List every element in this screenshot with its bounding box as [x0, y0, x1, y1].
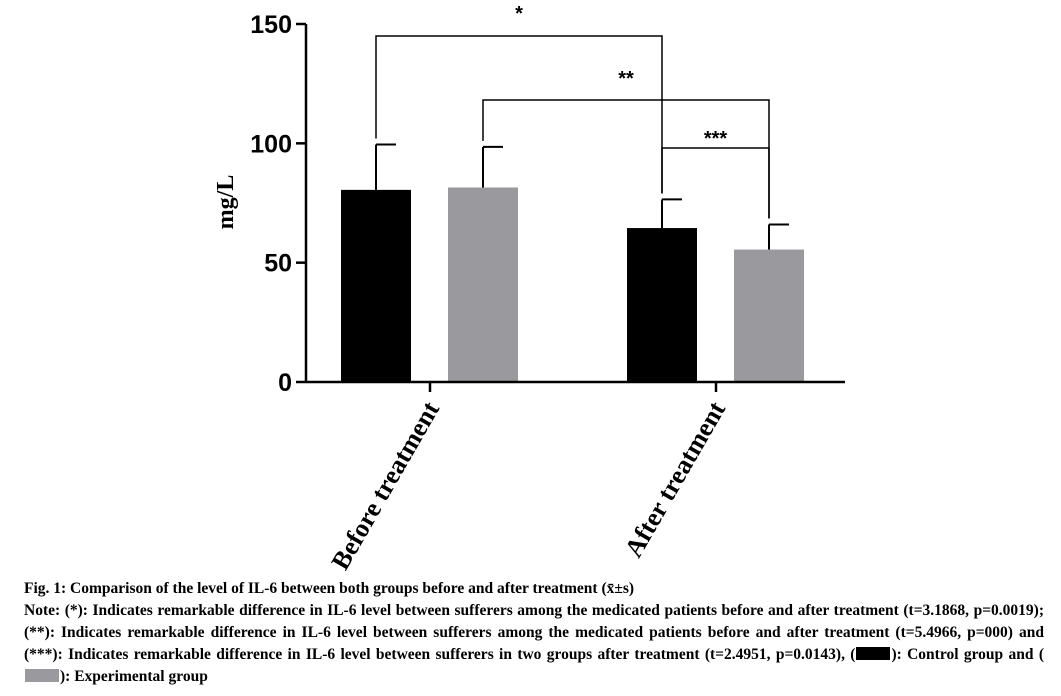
caption-experimental-text: ): Experimental group [60, 668, 208, 685]
x-tick-label: After treatment [619, 396, 732, 562]
y-tick-label: 50 [264, 250, 292, 278]
y-tick-label: 100 [250, 130, 292, 158]
caption-title: Fig. 1: Comparison of the level of IL-6 … [24, 580, 635, 597]
significance-bracket [375, 35, 663, 194]
significance-label: *** [704, 128, 728, 150]
x-tick-label: Before treatment [326, 396, 446, 574]
significance-bracket [482, 99, 770, 219]
caption-note-text: Note: (*): Indicates remarkable differen… [24, 602, 1044, 663]
caption-note: Note: (*): Indicates remarkable differen… [24, 600, 1044, 688]
bar-control-0 [341, 189, 411, 382]
bar-experimental-1 [734, 249, 804, 382]
y-axis-label: mg/L [213, 175, 239, 230]
bar-experimental-0 [448, 187, 518, 382]
significance-label: * [515, 3, 523, 25]
experimental-swatch [25, 669, 59, 682]
significance-bracket [661, 147, 770, 219]
y-tick-label: 150 [250, 11, 292, 39]
caption-control-text: ): Control group and ( [891, 646, 1045, 663]
control-swatch [856, 647, 891, 660]
bar-control-1 [627, 228, 697, 382]
figure-caption: Fig. 1: Comparison of the level of IL-6 … [24, 578, 1044, 688]
significance-label: ** [618, 68, 634, 90]
y-tick-label: 0 [278, 369, 292, 397]
